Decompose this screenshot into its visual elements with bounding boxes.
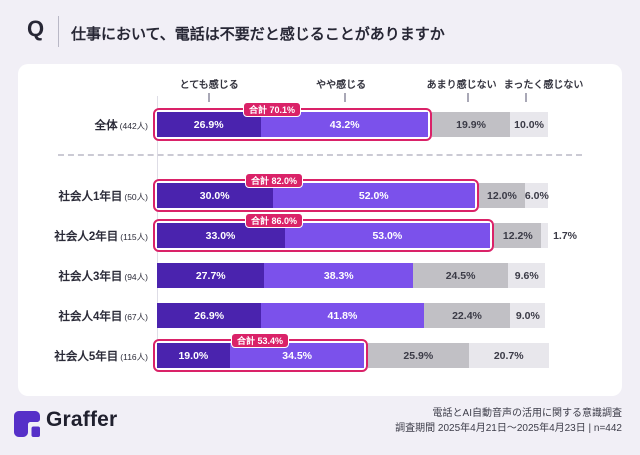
bar-segment: 26.9% — [156, 112, 261, 137]
header-divider — [58, 16, 59, 47]
bar-segment — [541, 223, 549, 248]
page-title: 仕事において、電話は不要だと感じることがありますか — [71, 26, 445, 43]
total-badge: 合計 86.0% — [245, 213, 304, 229]
bar-segment: 12.0% — [478, 183, 526, 208]
chart-card: とても感じる やや感じる あまり感じない まったく感じない 全体 (442人) 26.9%… — [18, 64, 622, 396]
row-count: (116人) — [120, 352, 148, 362]
bar-segment: 6.0% — [525, 183, 549, 208]
legend-tick-icon — [208, 93, 211, 102]
row-name: 社会人2年目 — [54, 231, 119, 243]
bar-segment: 19.0% — [156, 343, 231, 368]
bar-segment: 12.2% — [494, 223, 542, 248]
bar-segment: 38.3% — [264, 263, 414, 288]
row-label: 社会人4年目 (67人) — [18, 303, 148, 330]
bar-segment: 25.9% — [368, 343, 469, 368]
source-line-1: 電話とAI自動音声の活用に関する意識調査 — [432, 408, 622, 419]
total-outline-group: 33.0% 53.0% — [152, 219, 495, 252]
bar-row: 26.9% 43.2% 19.9% 10.0% 合計 70.1% — [152, 102, 549, 141]
row-count: (50人) — [124, 192, 148, 202]
total-badge: 合計 70.1% — [243, 102, 302, 118]
bar-row: 26.9% 41.8% 22.4% 9.0% — [157, 303, 546, 328]
row-label: 社会人5年目 (116人) — [18, 343, 148, 370]
graffer-logo-icon — [14, 411, 40, 437]
row-label: 社会人3年目 (94人) — [18, 263, 148, 290]
bar-segment: 9.6% — [508, 263, 546, 288]
row-count: (115人) — [120, 232, 148, 242]
legend-label: あまり感じない — [426, 80, 497, 91]
source-text: 電話とAI自動音声の活用に関する意識調査 調査期間 2025年4月21日〜202… — [395, 406, 622, 436]
bar-row: 33.0% 53.0% 12.2% 合計 86.0% 1.7% — [152, 213, 578, 252]
row-label: 全体 (442人) — [18, 112, 148, 139]
legend-tick-icon — [524, 93, 527, 102]
row-name: 社会人1年目 — [58, 191, 123, 203]
row-name: 社会人3年目 — [58, 271, 123, 283]
bar-row: 27.7% 38.3% 24.5% 9.6% — [157, 263, 546, 288]
row-name: 全体 — [94, 120, 118, 132]
bar-segment: 53.0% — [284, 223, 491, 248]
row-name: 社会人5年目 — [54, 351, 119, 363]
dashed-separator — [58, 154, 582, 156]
bar-segment: 26.9% — [157, 303, 262, 328]
bar-segment: 52.0% — [272, 183, 475, 208]
row-count: (67人) — [124, 312, 148, 322]
total-badge: 合計 82.0% — [245, 173, 304, 189]
total-outline-group: 19.0% 34.5% — [152, 339, 369, 372]
row-label: 社会人1年目 (50人) — [18, 183, 148, 210]
row-name: 社会人4年目 — [58, 311, 123, 323]
value-label-outside: 1.7% — [553, 229, 578, 242]
row-label: 社会人2年目 (115人) — [18, 223, 148, 250]
brand-wordmark: Graffer — [46, 408, 118, 431]
q-mark: Q — [27, 16, 45, 41]
legend-label: やや感じる — [316, 80, 367, 91]
bar-segment: 41.8% — [261, 303, 424, 328]
total-badge: 合計 53.4% — [231, 333, 290, 349]
source-line-2: 調査期間 2025年4月21日〜2025年4月23日 | n=442 — [395, 423, 622, 434]
bar-segment: 33.0% — [156, 223, 285, 248]
bar-segment: 24.5% — [413, 263, 509, 288]
bar-row: 19.0% 34.5% 25.9% 20.7% 合計 53.4% — [152, 333, 549, 372]
bar-segment: 20.7% — [468, 343, 549, 368]
legend-label: まったく感じない — [503, 80, 584, 91]
bar-segment: 9.0% — [510, 303, 546, 328]
legend-tick-icon — [344, 93, 347, 102]
bar-segment: 27.7% — [157, 263, 265, 288]
legend-label: とても感じる — [179, 80, 239, 91]
total-outline-group: 30.0% 52.0% — [152, 179, 479, 212]
bar-row: 30.0% 52.0% 12.0% 6.0% 合計 82.0% — [152, 173, 549, 212]
bar-segment: 19.9% — [432, 112, 510, 137]
bar-segment: 22.4% — [423, 303, 511, 328]
row-count: (442人) — [119, 121, 148, 131]
legend-tick-icon — [466, 93, 469, 102]
bar-segment: 10.0% — [509, 112, 549, 137]
row-count: (94人) — [124, 272, 148, 282]
